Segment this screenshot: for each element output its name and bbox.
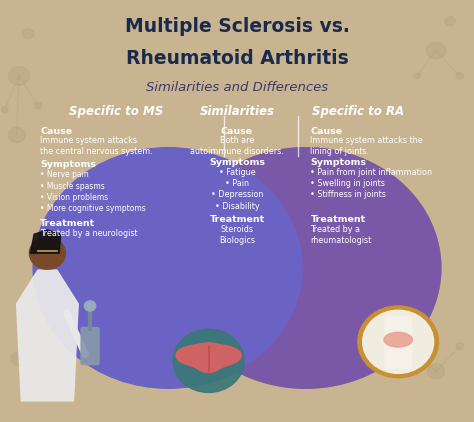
Text: Similarities: Similarities	[200, 106, 274, 118]
Circle shape	[456, 73, 464, 79]
Text: Similarities and Differences: Similarities and Differences	[146, 81, 328, 94]
Circle shape	[456, 343, 464, 349]
Text: Specific to RA: Specific to RA	[312, 106, 404, 118]
Circle shape	[35, 385, 41, 391]
FancyBboxPatch shape	[385, 316, 411, 340]
Text: Multiple Sclerosis vs.: Multiple Sclerosis vs.	[125, 17, 349, 36]
Text: Treatment: Treatment	[310, 215, 366, 224]
Text: Immune system attacks
the central nervous system.: Immune system attacks the central nervou…	[40, 136, 153, 156]
Polygon shape	[17, 270, 78, 401]
Circle shape	[409, 343, 416, 349]
Polygon shape	[237, 148, 441, 388]
Text: Immune system attacks the
lining of joints.: Immune system attacks the lining of join…	[310, 136, 423, 156]
Text: Rheumatoid Arthritis: Rheumatoid Arthritis	[126, 49, 348, 68]
Circle shape	[363, 310, 434, 373]
Polygon shape	[176, 343, 241, 372]
Text: Treated by a
rheumatologist: Treated by a rheumatologist	[310, 225, 372, 245]
Circle shape	[445, 16, 456, 26]
Circle shape	[414, 73, 420, 79]
Circle shape	[171, 148, 441, 388]
Text: • Nerve pain
• Muscle spasms
• Vision problems
• More cognitive symptoms: • Nerve pain • Muscle spasms • Vision pr…	[40, 170, 146, 214]
FancyBboxPatch shape	[385, 344, 411, 369]
Circle shape	[33, 148, 303, 388]
Text: Symptoms: Symptoms	[40, 160, 96, 169]
Circle shape	[427, 42, 446, 59]
Text: • Pain from joint inflammation
• Swelling in joints
• Stiffness in joints: • Pain from joint inflammation • Swellin…	[310, 168, 432, 200]
Polygon shape	[30, 230, 61, 253]
Ellipse shape	[384, 333, 412, 347]
Circle shape	[84, 301, 96, 311]
FancyBboxPatch shape	[81, 327, 99, 365]
Circle shape	[428, 364, 445, 379]
Circle shape	[8, 127, 25, 143]
Circle shape	[1, 107, 8, 113]
Circle shape	[11, 352, 27, 365]
Text: Cause: Cause	[310, 127, 343, 135]
Text: Cause: Cause	[40, 127, 73, 135]
Text: Symptoms: Symptoms	[310, 158, 366, 167]
Text: Both are
autoimmune disorders.: Both are autoimmune disorders.	[190, 136, 284, 156]
Circle shape	[29, 237, 65, 269]
Circle shape	[9, 67, 29, 85]
Text: Symptoms: Symptoms	[209, 158, 265, 167]
Text: • Fatigue
• Pain
• Depression
• Disability: • Fatigue • Pain • Depression • Disabili…	[211, 168, 263, 211]
Circle shape	[358, 306, 438, 378]
Text: Steroids
Biologics: Steroids Biologics	[219, 225, 255, 245]
Circle shape	[23, 29, 34, 39]
Circle shape	[34, 102, 42, 109]
Text: Treated by a neurologist: Treated by a neurologist	[40, 229, 138, 238]
Text: Treatment: Treatment	[210, 215, 264, 224]
Circle shape	[173, 329, 244, 392]
Text: Specific to MS: Specific to MS	[69, 106, 163, 118]
Text: Cause: Cause	[221, 127, 253, 135]
Text: Treatment: Treatment	[40, 219, 96, 228]
